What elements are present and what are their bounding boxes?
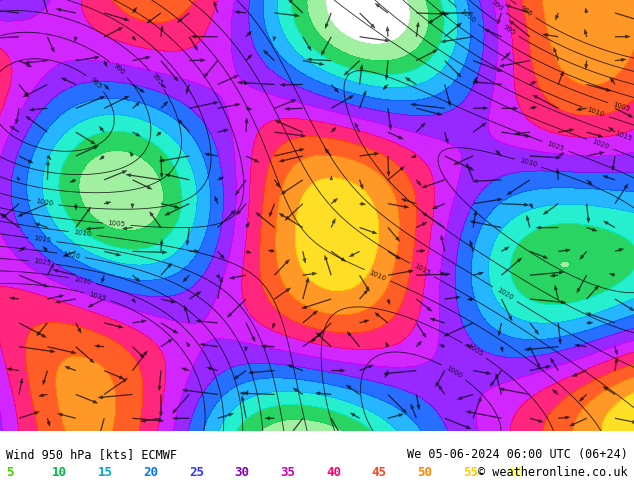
Text: 5: 5	[6, 466, 14, 479]
Text: 1020: 1020	[591, 138, 609, 150]
Text: 55: 55	[463, 466, 478, 479]
Text: We 05-06-2024 06:00 UTC (06+24): We 05-06-2024 06:00 UTC (06+24)	[407, 448, 628, 461]
Text: 1025: 1025	[33, 258, 51, 267]
Text: 1005: 1005	[465, 343, 484, 358]
Text: 20: 20	[143, 466, 158, 479]
Text: 45: 45	[372, 466, 387, 479]
Text: 1000: 1000	[444, 365, 463, 379]
Text: 1005: 1005	[107, 220, 126, 228]
Text: 1035: 1035	[88, 291, 107, 302]
Text: Wind 950 hPa [kts] ECMWF: Wind 950 hPa [kts] ECMWF	[6, 448, 178, 461]
Text: 40: 40	[326, 466, 341, 479]
Text: 30: 30	[235, 466, 250, 479]
Text: 1015: 1015	[33, 236, 51, 244]
Text: 35: 35	[280, 466, 295, 479]
Text: 985: 985	[89, 76, 102, 90]
Text: 990: 990	[489, 0, 504, 12]
Text: 15: 15	[98, 466, 113, 479]
Text: 1015: 1015	[614, 131, 633, 142]
Text: 1000: 1000	[458, 8, 476, 24]
Text: 1030: 1030	[74, 275, 92, 285]
Text: 1000: 1000	[35, 198, 54, 207]
Text: 10: 10	[52, 466, 67, 479]
Text: 60: 60	[508, 466, 524, 479]
Text: 1030: 1030	[519, 158, 538, 169]
Text: 1025: 1025	[546, 141, 565, 152]
Text: 985: 985	[519, 5, 533, 18]
Text: 995: 995	[501, 24, 516, 36]
Text: 1005: 1005	[612, 101, 631, 113]
Text: 25: 25	[189, 466, 204, 479]
Text: 1020: 1020	[62, 251, 81, 260]
Text: 50: 50	[417, 466, 432, 479]
Text: 1010: 1010	[586, 106, 605, 118]
Text: 1010: 1010	[368, 269, 387, 282]
Text: 995: 995	[150, 73, 164, 87]
Text: 990: 990	[112, 63, 126, 76]
Text: 1015: 1015	[413, 263, 431, 277]
Text: 1020: 1020	[496, 287, 514, 301]
Text: 1010: 1010	[74, 229, 92, 238]
Text: © weatheronline.co.uk: © weatheronline.co.uk	[478, 466, 628, 479]
